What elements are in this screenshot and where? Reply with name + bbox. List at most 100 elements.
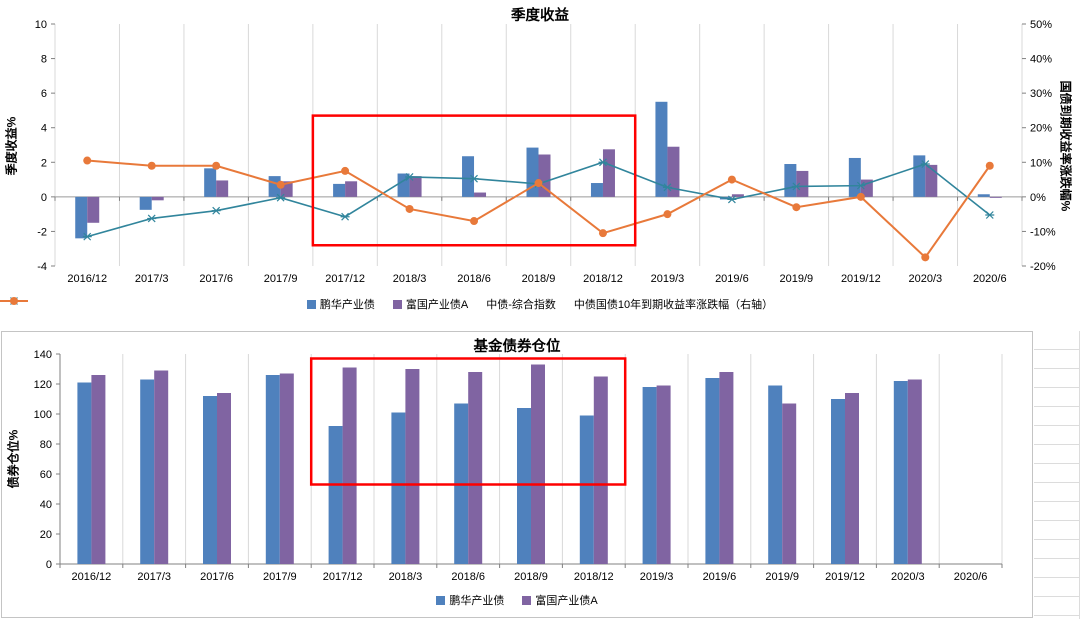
bar-fuguo [405, 369, 420, 564]
x-marker [856, 181, 866, 190]
x-marker [662, 183, 672, 192]
x-marker [469, 174, 479, 183]
x-marker [727, 195, 737, 204]
bar-fuguo [925, 164, 938, 197]
circle-marker [921, 253, 930, 262]
x-marker [791, 182, 801, 191]
bar-penghua [265, 375, 280, 564]
quarterly-returns-chart: 季度收益 季度收益% 国债到期收益率涨跌幅% 10 50% 8 40% 6 30% 4 20%… [0, 8, 1080, 312]
legend-item: 中债-综合指数 [0, 296, 556, 312]
bar-penghua [579, 415, 594, 564]
circle-marker [856, 192, 865, 201]
x-tick-label: 2019/9 [780, 273, 814, 285]
bar-penghua [642, 387, 657, 564]
bar-fuguo [217, 393, 231, 564]
legend-label: 中债国债10年到期收益率涨跌幅（右轴） [573, 299, 774, 311]
x-tick-label: 2017/12 [323, 571, 363, 583]
circle-marker [405, 204, 414, 213]
x-tick-label: 2018/6 [451, 571, 485, 583]
circle-marker [470, 217, 479, 226]
legend-label: 鹏华产业债 [449, 595, 505, 607]
bar-fuguo [989, 196, 1002, 198]
bar-penghua [768, 385, 783, 564]
bar-penghua [893, 381, 908, 564]
bar-penghua [462, 156, 475, 197]
circle-marker [212, 161, 221, 170]
x-marker [276, 193, 286, 202]
y-left-tick-label: 4 [41, 123, 47, 135]
circle-marker [276, 180, 285, 189]
legend-item: 富国产业债A [392, 296, 469, 312]
bar-penghua [655, 101, 668, 197]
circle-marker [598, 229, 607, 238]
x-marker [340, 212, 350, 221]
x-tick-label: 2019/12 [841, 273, 881, 285]
spreadsheet-gridlines [1034, 331, 1080, 619]
circle-marker [792, 203, 801, 212]
x-tick-label: 2018/12 [583, 273, 623, 285]
legend-swatch [306, 299, 316, 309]
legend: 鹏华产业债 富国产业债A [2, 592, 1032, 608]
x-marker [211, 206, 221, 215]
x-tick-label: 2017/6 [200, 571, 234, 583]
bar-penghua [977, 194, 990, 197]
bar-penghua [77, 382, 92, 564]
bar-fuguo [531, 364, 545, 564]
y-right-tick-label: -20% [1030, 261, 1056, 273]
x-tick-label: 2018/9 [522, 273, 556, 285]
bar-fuguo [845, 393, 859, 564]
x-tick-label: 2019/9 [765, 571, 799, 583]
circle-marker [341, 166, 350, 175]
bar-penghua [203, 396, 217, 564]
x-tick-label: 2020/3 [891, 571, 925, 583]
y-right-tick-label: 20% [1030, 123, 1052, 135]
x-tick-label: 2019/12 [825, 571, 865, 583]
bar-penghua [391, 412, 406, 564]
x-tick-label: 2017/3 [135, 273, 169, 285]
x-tick-label: 2019/6 [703, 571, 737, 583]
bar-fuguo [719, 372, 734, 564]
x-marker [598, 158, 608, 167]
x-marker [985, 211, 995, 219]
y-left-tick-label: 10 [35, 19, 47, 31]
bar-fuguo [593, 376, 608, 564]
y-right-tick-label: 10% [1030, 157, 1052, 169]
x-tick-label: 2017/6 [199, 273, 233, 285]
bar-penghua [848, 157, 861, 197]
legend-item: 中债国债10年到期收益率涨跌幅（右轴） [0, 296, 774, 312]
legend-label: 鹏华产业债 [319, 299, 375, 311]
bar-fuguo [782, 403, 797, 564]
bond-position-chart: 基金债券仓位 债券仓位% 0 20 40 60 80 100 120 140 2016/12 20… [1, 331, 1033, 618]
bar-fuguo [796, 170, 809, 197]
x-tick-label: 2020/6 [973, 273, 1007, 285]
y-tick-label: 0 [46, 559, 52, 571]
y-left-tick-label: 6 [41, 88, 47, 100]
legend-swatch [392, 299, 402, 309]
x-tick-label: 2018/3 [389, 571, 423, 583]
y-tick-label: 80 [40, 439, 52, 451]
bar-fuguo [602, 149, 615, 197]
bar-fuguo [907, 379, 922, 564]
bar-penghua [204, 168, 217, 197]
legend-item: 鹏华产业债 [306, 296, 375, 312]
bar-penghua [590, 183, 603, 197]
x-tick-label: 2017/9 [263, 571, 297, 583]
bar-fuguo [151, 196, 164, 201]
chart-title: 季度收益 [511, 8, 569, 24]
bond-position-plot: 0 20 40 60 80 100 120 140 2016/12 2017/3 2017/6 201… [34, 349, 1003, 583]
legend-item: 鹏华产业债 [436, 592, 504, 608]
y-left-tick-label: 2 [41, 157, 47, 169]
y-left-tick-label: -4 [37, 261, 47, 273]
bar-penghua [333, 183, 346, 197]
circle-marker [727, 175, 736, 184]
x-tick-label: 2020/6 [954, 571, 988, 583]
bar-fuguo [154, 370, 169, 564]
x-tick-label: 2018/3 [393, 273, 427, 285]
bar-fuguo [279, 373, 294, 564]
x-tick-label: 2017/12 [325, 273, 365, 285]
x-tick-label: 2016/12 [72, 571, 112, 583]
x-marker [82, 232, 92, 241]
legend: 鹏华产业债 富国产业债A 中债-综合指数 中债国债10年到期收益率涨跌幅（右轴） [0, 296, 1080, 312]
legend-item: 富国产业债A [522, 592, 598, 608]
legend-label: 富国产业债A [405, 299, 469, 311]
